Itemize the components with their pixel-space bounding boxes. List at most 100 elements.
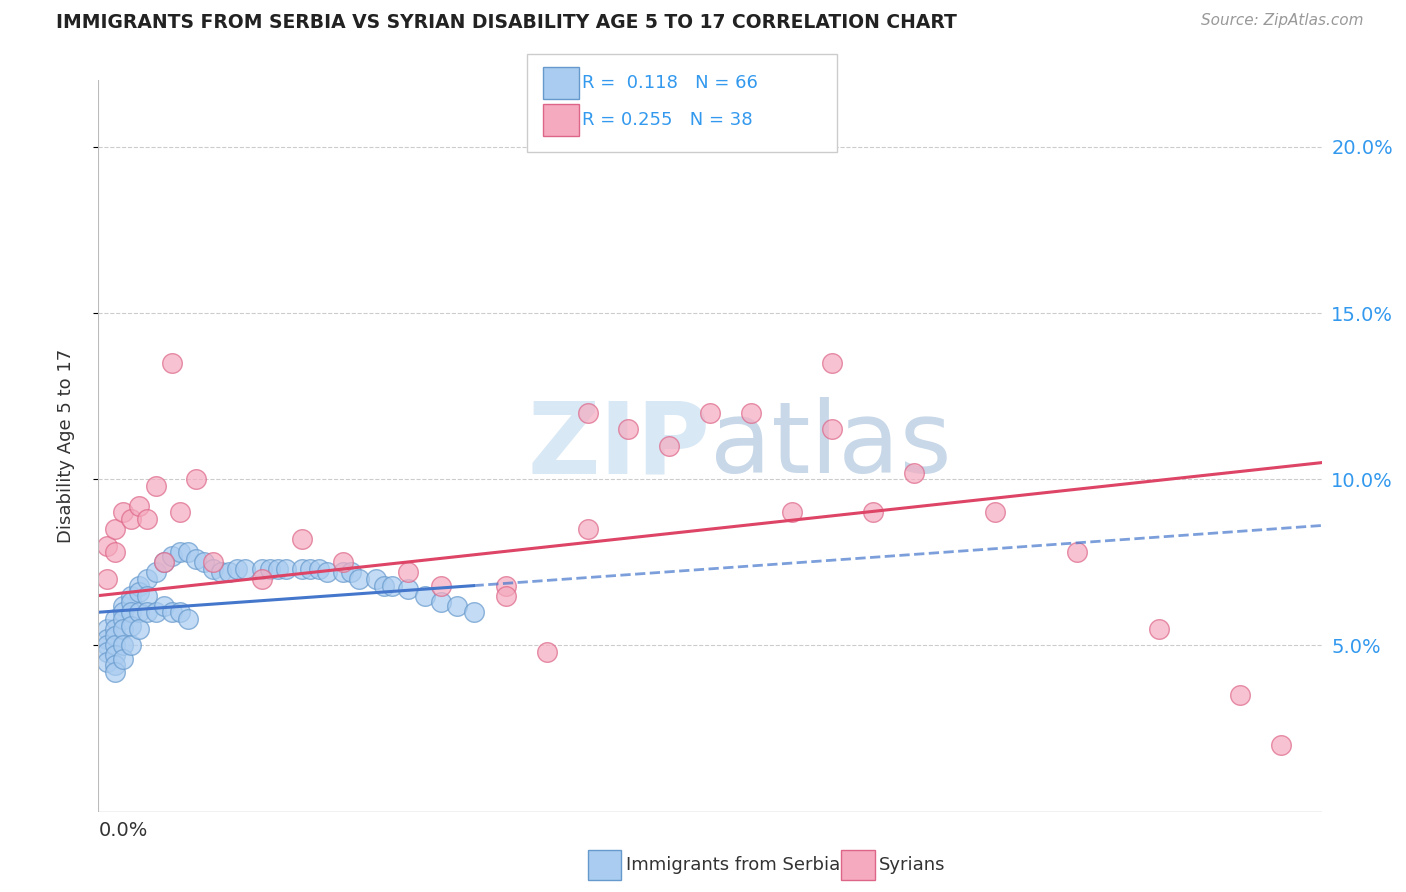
- Point: [145, 479, 167, 493]
- Point: [381, 579, 404, 593]
- Point: [332, 566, 354, 580]
- Point: [104, 658, 127, 673]
- Text: ZIP: ZIP: [527, 398, 710, 494]
- Point: [821, 422, 844, 436]
- Point: [145, 605, 167, 619]
- Point: [396, 566, 419, 580]
- Point: [128, 579, 150, 593]
- Point: [160, 605, 183, 619]
- Point: [218, 566, 240, 580]
- Point: [111, 639, 134, 653]
- Point: [111, 599, 134, 613]
- Point: [128, 605, 150, 619]
- Point: [104, 648, 127, 663]
- Point: [104, 665, 127, 679]
- Text: 0.0%: 0.0%: [98, 822, 148, 840]
- Point: [576, 522, 599, 536]
- Point: [152, 599, 174, 613]
- Point: [201, 562, 224, 576]
- Point: [740, 406, 762, 420]
- Point: [259, 562, 281, 576]
- Point: [104, 639, 127, 653]
- Text: IMMIGRANTS FROM SERBIA VS SYRIAN DISABILITY AGE 5 TO 17 CORRELATION CHART: IMMIGRANTS FROM SERBIA VS SYRIAN DISABIL…: [56, 13, 957, 32]
- Point: [128, 585, 150, 599]
- Point: [160, 549, 183, 563]
- Point: [209, 566, 232, 580]
- Point: [145, 566, 167, 580]
- Point: [177, 612, 200, 626]
- Point: [267, 562, 290, 576]
- Point: [104, 522, 127, 536]
- Point: [104, 612, 127, 626]
- Point: [128, 622, 150, 636]
- Point: [430, 595, 453, 609]
- Point: [96, 622, 118, 636]
- Point: [96, 539, 118, 553]
- Point: [1066, 545, 1088, 559]
- Text: Source: ZipAtlas.com: Source: ZipAtlas.com: [1201, 13, 1364, 29]
- Point: [536, 645, 558, 659]
- Point: [1270, 738, 1292, 752]
- Point: [120, 639, 142, 653]
- Point: [96, 632, 118, 646]
- Text: R =  0.118   N = 66: R = 0.118 N = 66: [582, 74, 758, 92]
- Point: [169, 605, 191, 619]
- Point: [340, 566, 363, 580]
- Point: [821, 356, 844, 370]
- Text: R = 0.255   N = 38: R = 0.255 N = 38: [582, 112, 752, 129]
- Point: [308, 562, 330, 576]
- Point: [373, 579, 395, 593]
- Point: [446, 599, 468, 613]
- Point: [152, 555, 174, 569]
- Point: [160, 356, 183, 370]
- Point: [658, 439, 681, 453]
- Point: [136, 572, 159, 586]
- Point: [96, 645, 118, 659]
- Point: [186, 472, 208, 486]
- Point: [495, 589, 517, 603]
- Point: [96, 639, 118, 653]
- Point: [332, 555, 354, 569]
- Text: Syrians: Syrians: [879, 856, 945, 874]
- Point: [315, 566, 337, 580]
- Point: [111, 506, 134, 520]
- Point: [136, 589, 159, 603]
- Point: [364, 572, 387, 586]
- Point: [1229, 689, 1251, 703]
- Point: [430, 579, 453, 593]
- Point: [120, 589, 142, 603]
- Text: Immigrants from Serbia: Immigrants from Serbia: [626, 856, 839, 874]
- Point: [120, 605, 142, 619]
- Point: [120, 595, 142, 609]
- Point: [120, 512, 142, 526]
- Point: [104, 628, 127, 642]
- Point: [120, 618, 142, 632]
- Point: [299, 562, 322, 576]
- Point: [250, 572, 273, 586]
- Point: [495, 579, 517, 593]
- Point: [903, 466, 925, 480]
- Point: [233, 562, 256, 576]
- Point: [104, 545, 127, 559]
- Point: [169, 545, 191, 559]
- Point: [1147, 622, 1170, 636]
- Point: [111, 612, 134, 626]
- Point: [96, 655, 118, 669]
- Point: [193, 555, 215, 569]
- Text: atlas: atlas: [710, 398, 952, 494]
- Point: [780, 506, 803, 520]
- Point: [152, 555, 174, 569]
- Point: [274, 562, 297, 576]
- Point: [463, 605, 485, 619]
- Point: [186, 552, 208, 566]
- Point: [104, 622, 127, 636]
- Point: [128, 499, 150, 513]
- Point: [250, 562, 273, 576]
- Point: [862, 506, 884, 520]
- Point: [136, 512, 159, 526]
- Point: [96, 572, 118, 586]
- Point: [226, 562, 249, 576]
- Point: [413, 589, 436, 603]
- Point: [136, 605, 159, 619]
- Point: [349, 572, 371, 586]
